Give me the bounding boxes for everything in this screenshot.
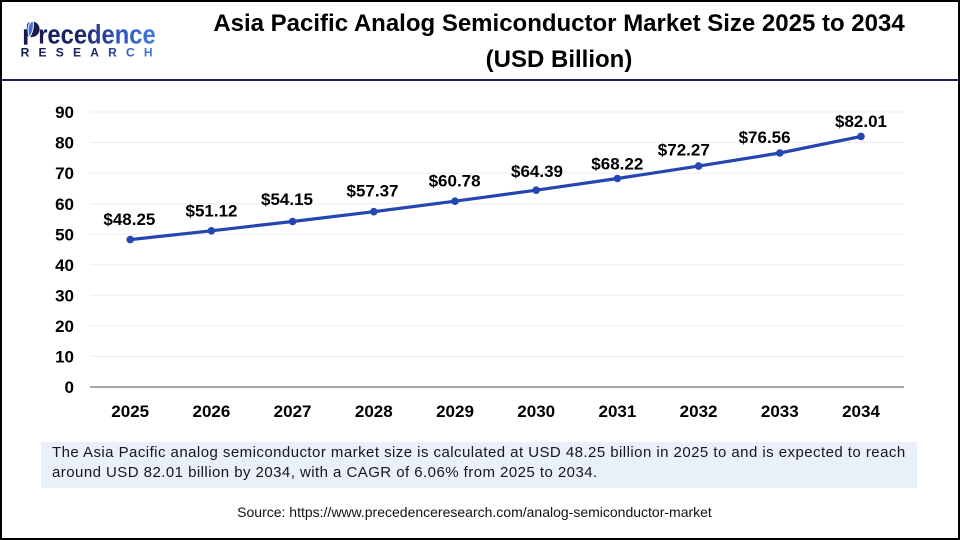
- svg-text:2031: 2031: [598, 402, 636, 421]
- svg-text:20: 20: [55, 317, 74, 336]
- svg-text:70: 70: [55, 164, 74, 183]
- svg-text:0: 0: [65, 378, 74, 397]
- svg-text:60: 60: [55, 195, 74, 214]
- svg-text:30: 30: [55, 286, 74, 305]
- svg-text:2025: 2025: [111, 402, 149, 421]
- svg-text:2030: 2030: [517, 402, 555, 421]
- svg-text:$64.39: $64.39: [511, 162, 563, 181]
- svg-text:$72.27: $72.27: [658, 141, 710, 160]
- svg-text:$76.56: $76.56: [739, 128, 791, 147]
- svg-text:80: 80: [55, 134, 74, 153]
- svg-text:2032: 2032: [680, 402, 718, 421]
- svg-text:90: 90: [55, 103, 74, 122]
- svg-text:2029: 2029: [436, 402, 474, 421]
- svg-text:recedence: recedence: [38, 20, 156, 50]
- svg-text:2028: 2028: [355, 402, 393, 421]
- svg-text:2034: 2034: [842, 402, 880, 421]
- svg-text:$48.25: $48.25: [103, 210, 155, 229]
- svg-text:40: 40: [55, 256, 74, 275]
- svg-text:$68.22: $68.22: [591, 154, 643, 173]
- svg-text:2033: 2033: [761, 402, 799, 421]
- svg-text:10: 10: [55, 348, 74, 367]
- svg-text:$51.12: $51.12: [186, 201, 238, 220]
- svg-text:$60.78: $60.78: [429, 172, 481, 191]
- svg-text:$54.15: $54.15: [261, 190, 313, 209]
- svg-text:$82.01: $82.01: [835, 112, 887, 131]
- svg-text:2027: 2027: [274, 402, 312, 421]
- svg-text:50: 50: [55, 225, 74, 244]
- svg-text:$57.37: $57.37: [347, 182, 399, 201]
- svg-text:2026: 2026: [192, 402, 230, 421]
